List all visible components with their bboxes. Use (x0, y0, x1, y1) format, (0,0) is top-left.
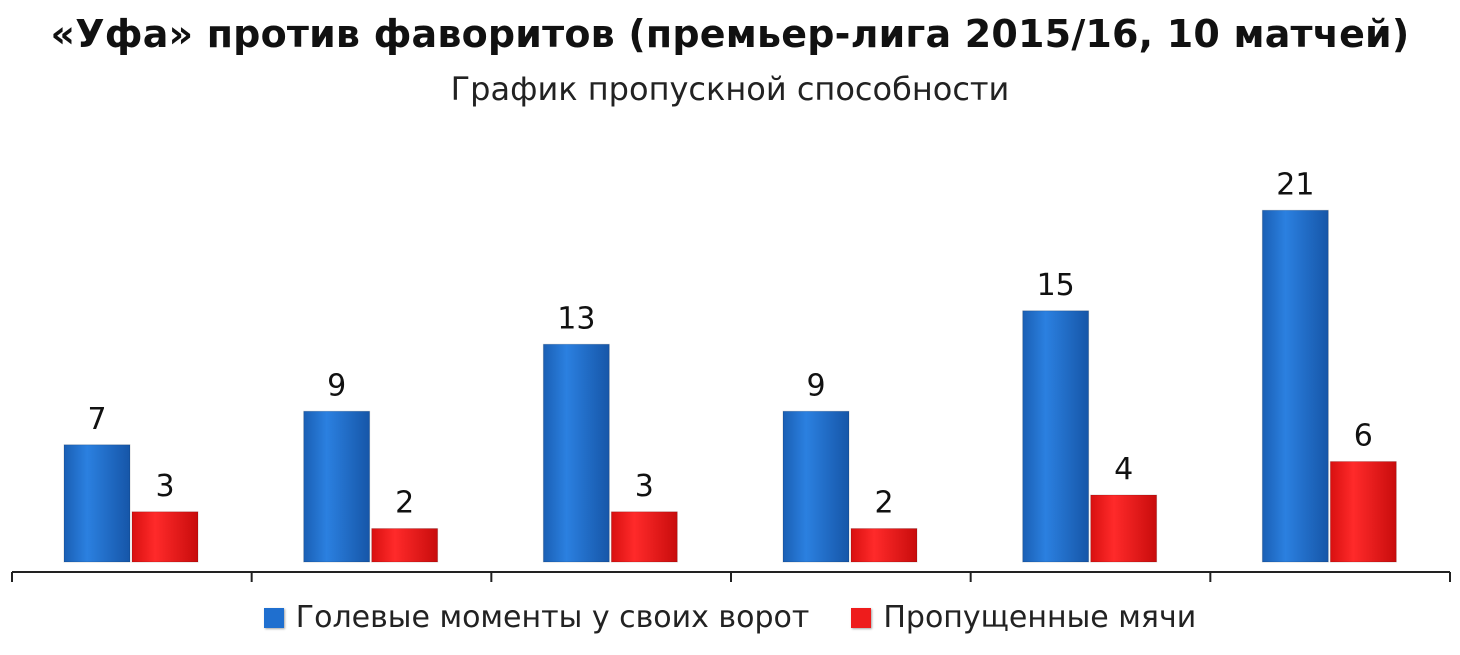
goal-chances-bar (1022, 310, 1090, 563)
bars-layer (63, 209, 1397, 563)
legend-item-goal-chances: Голевые моменты у своих ворот (263, 600, 810, 635)
legend-item-conceded-goals: Пропущенные мячи (851, 600, 1196, 635)
goal-chances-value-label: 9 (327, 368, 346, 403)
x-axis (11, 571, 1451, 582)
legend-label-goal-chances: Голевые моменты у своих ворот (295, 600, 810, 635)
legend: Голевые моменты у своих ворот Пропущенны… (0, 600, 1460, 635)
conceded-goals-bar (371, 528, 439, 563)
legend-swatch-blue (263, 607, 284, 628)
conceded-goals-value-label: 3 (635, 469, 654, 504)
goal-chances-bar (542, 343, 610, 563)
conceded-goals-value-label: 3 (155, 469, 174, 504)
goal-chances-value-label: 7 (87, 402, 106, 437)
data-labels-layer: 7 3 9 2 13 3 9 2 15 4 21 6 (87, 167, 1372, 520)
conceded-goals-value-label: 2 (395, 486, 414, 521)
conceded-goals-bar (850, 528, 918, 563)
goal-chances-value-label: 15 (1037, 268, 1075, 303)
conceded-goals-bar (610, 511, 678, 563)
legend-label-conceded-goals: Пропущенные мячи (883, 600, 1197, 635)
goal-chances-bar (1261, 209, 1329, 563)
goal-chances-value-label: 13 (557, 301, 595, 336)
chart-subtitle: График пропускной способности (450, 70, 1010, 108)
conceded-goals-value-label: 6 (1354, 419, 1373, 454)
conceded-goals-bar (1090, 494, 1158, 563)
goal-chances-value-label: 21 (1276, 167, 1314, 202)
goal-chances-bar (63, 444, 131, 563)
conceded-goals-bar (131, 511, 199, 563)
legend-swatch-red (851, 607, 872, 628)
chart-title: «Уфа» против фаворитов (премьер-лига 201… (50, 12, 1410, 56)
goal-chances-bar (303, 410, 371, 563)
conceded-goals-value-label: 4 (1114, 452, 1133, 487)
conceded-goals-bar (1329, 461, 1397, 563)
conceded-goals-value-label: 2 (874, 486, 893, 521)
goal-chances-bar (782, 410, 850, 563)
goal-chances-value-label: 9 (806, 368, 825, 403)
